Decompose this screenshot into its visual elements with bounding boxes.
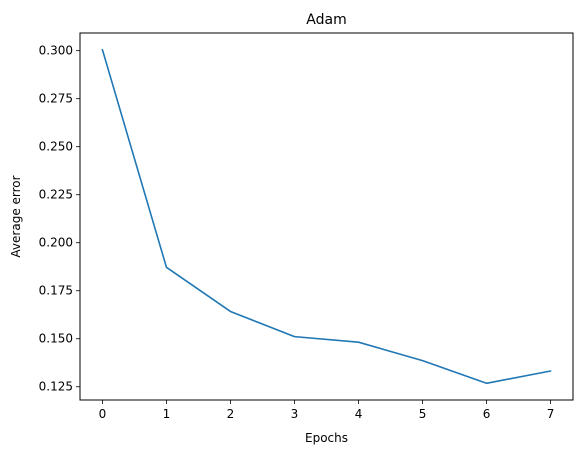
- x-tick-label: 4: [355, 407, 363, 421]
- x-tick-label: 7: [547, 407, 555, 421]
- y-tick-label: 0.250: [39, 140, 73, 154]
- y-axis-title: Average error: [9, 175, 23, 257]
- chart-title: Adam: [306, 12, 346, 28]
- y-tick-label: 0.150: [39, 332, 73, 346]
- x-tick-label: 5: [419, 407, 427, 421]
- x-tick-label: 1: [163, 407, 171, 421]
- x-tick-label: 6: [483, 407, 491, 421]
- x-axis-title: Epochs: [305, 431, 348, 445]
- x-tick-label: 2: [227, 407, 235, 421]
- y-tick-label: 0.275: [39, 92, 73, 106]
- y-tick-label: 0.175: [39, 284, 73, 298]
- y-axis-ticks: 0.125 0.150 0.175 0.200 0.225 0.250 0.275 0.300: [39, 44, 80, 394]
- x-tick-label: 0: [99, 407, 107, 421]
- y-tick-label: 0.200: [39, 236, 73, 250]
- plot-frame: [79, 32, 574, 401]
- y-tick-label: 0.125: [39, 380, 73, 394]
- x-tick-label: 3: [291, 407, 299, 421]
- x-axis-ticks: 0 1 2 3 4 5 6 7: [99, 400, 555, 421]
- y-tick-label: 0.300: [39, 44, 73, 58]
- series-line-average-error: [101, 48, 552, 385]
- y-tick-label: 0.225: [39, 188, 73, 202]
